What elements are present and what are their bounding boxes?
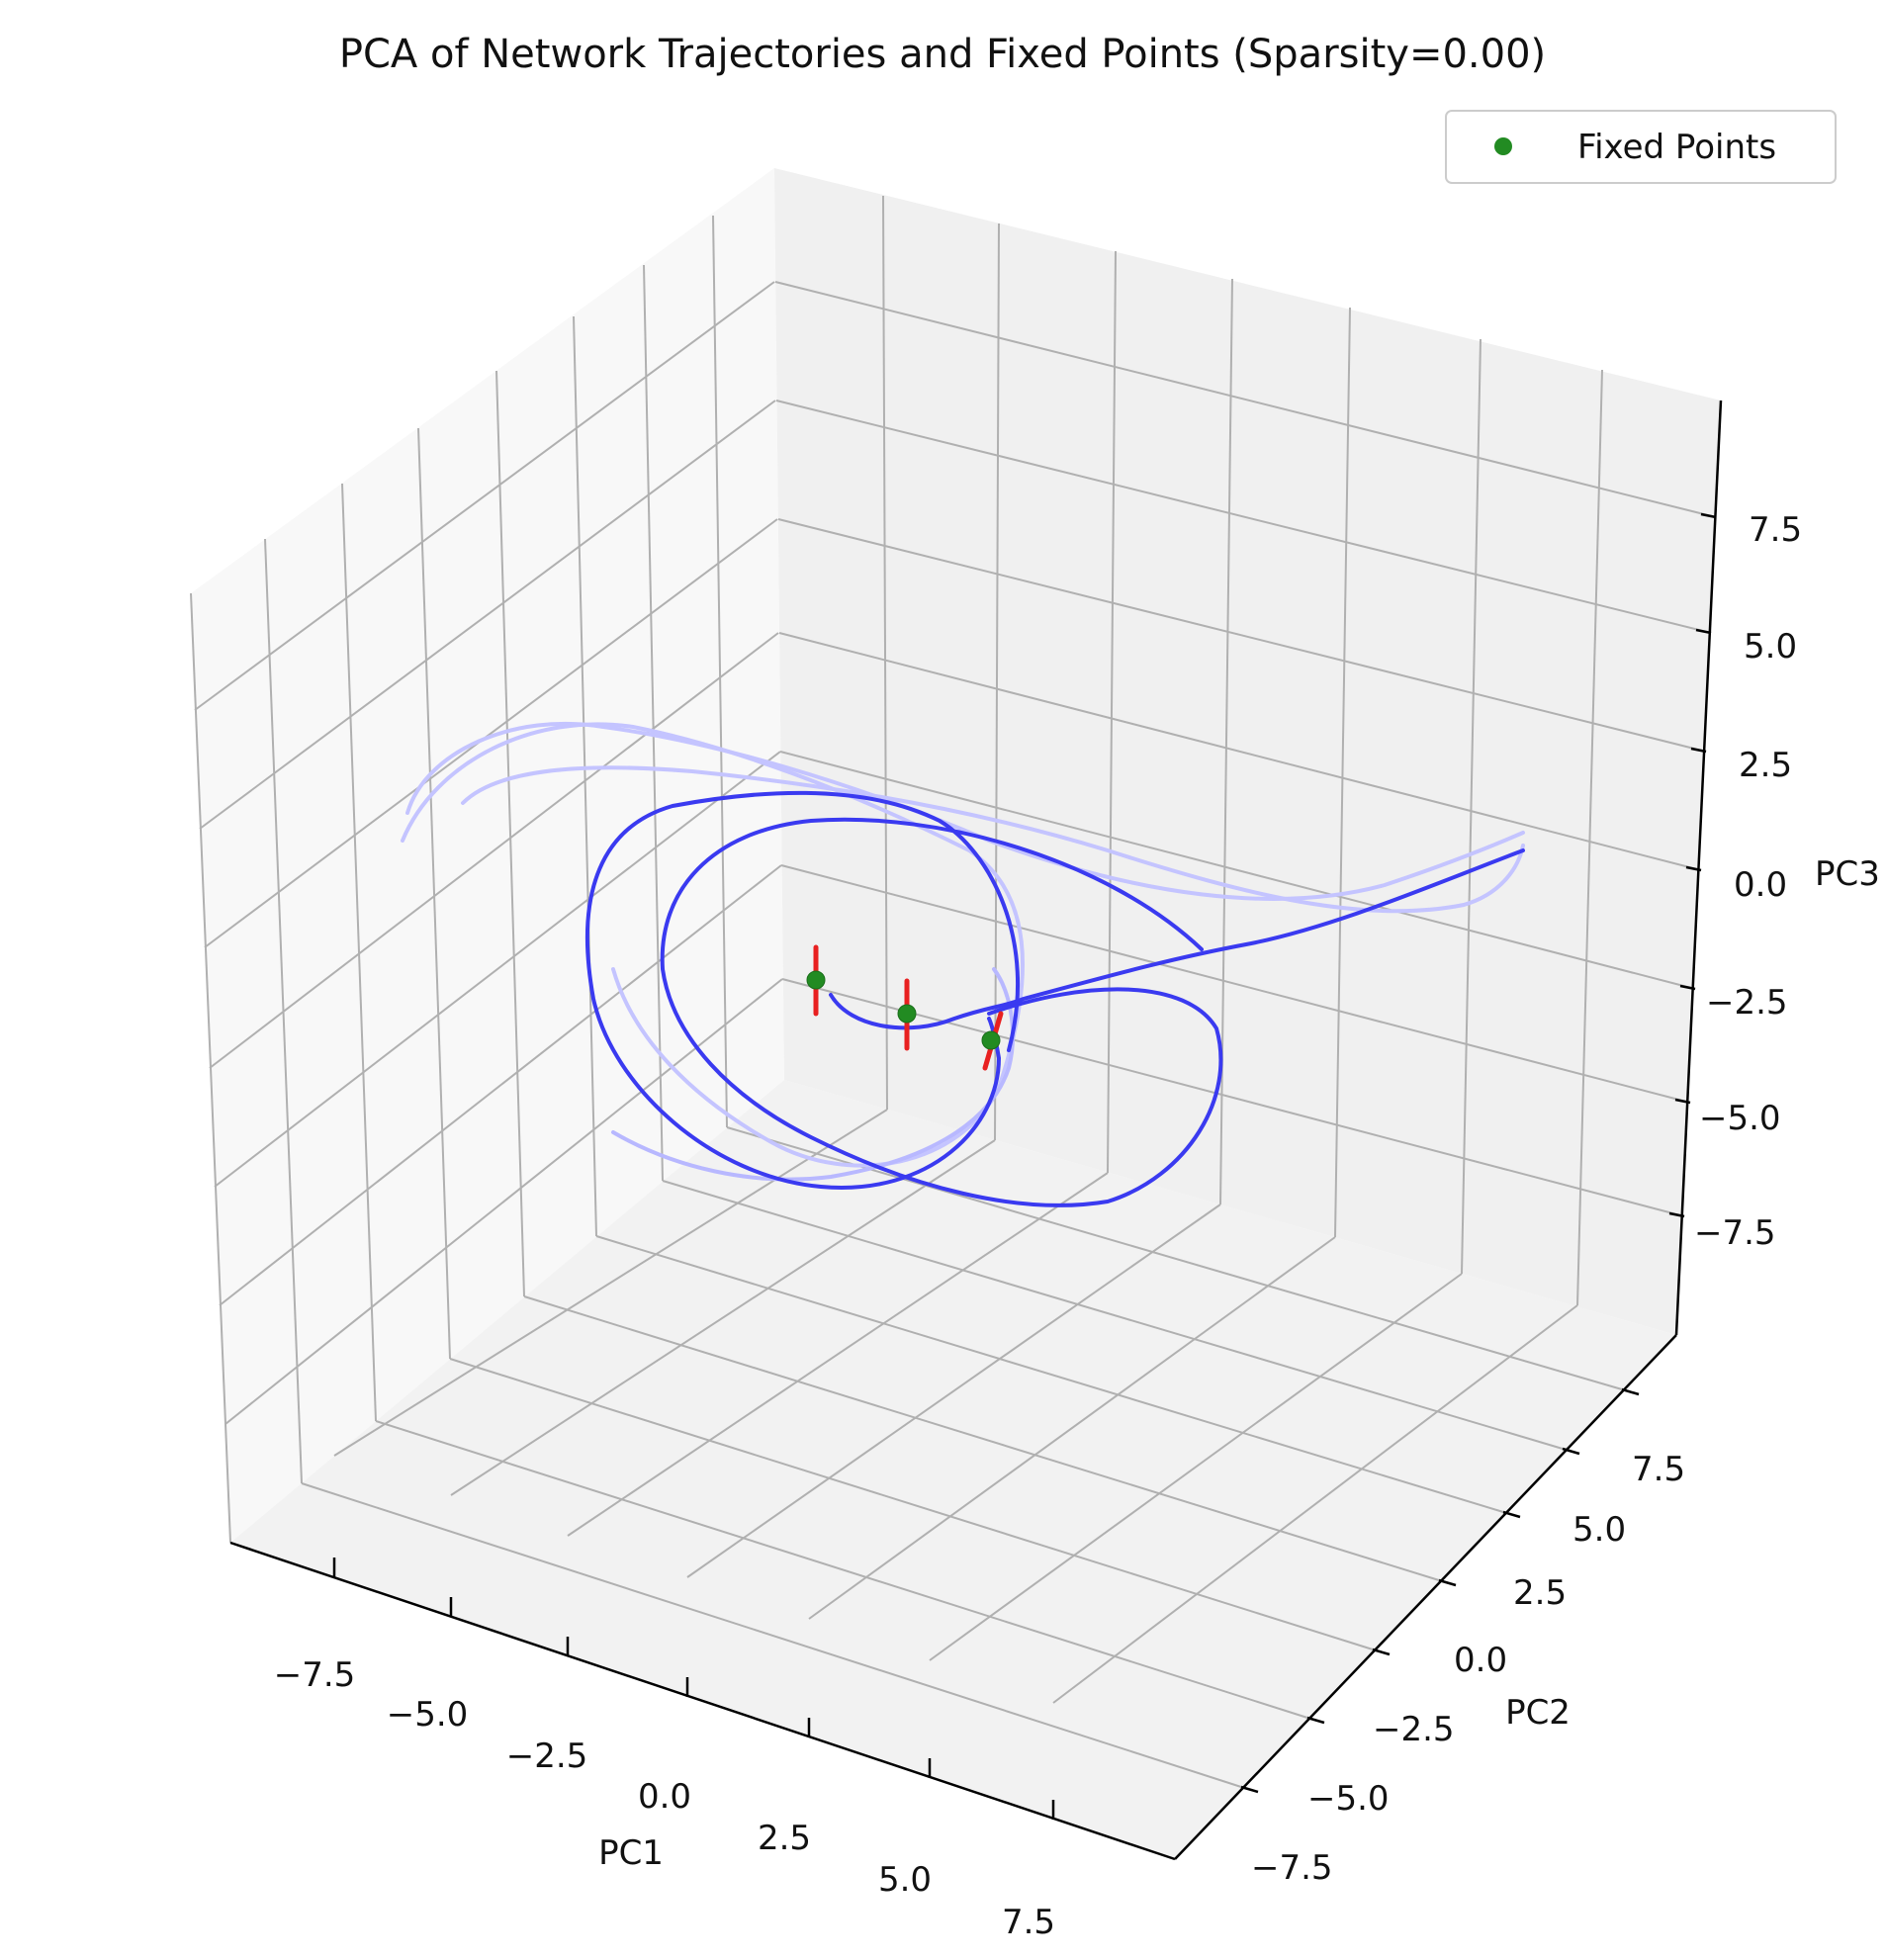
axis-lines [229, 400, 1723, 1861]
legend-marker-icon [1494, 137, 1512, 155]
x-tick-labels: −7.5 −5.0 −2.5 0.0 2.5 5.0 7.5 [274, 1655, 1055, 1942]
z-axis-line [1674, 400, 1723, 1336]
x-tick-label: 0.0 [638, 1777, 691, 1817]
z-tick-label: −5.0 [1699, 1099, 1781, 1138]
fixed-point [897, 1004, 917, 1024]
tick-marks [332, 512, 1717, 1820]
legend-entry-label: Fixed Points [1577, 128, 1776, 167]
trajectory-line [829, 848, 1525, 1030]
y-tick-label: 0.0 [1454, 1641, 1507, 1680]
z-axis-label: PC3 [1815, 854, 1880, 894]
x-tick-label: 7.5 [1002, 1903, 1055, 1942]
fixed-point [806, 970, 826, 990]
trajectory-line [585, 790, 1020, 1190]
z-tick-label: −2.5 [1706, 983, 1788, 1023]
y-tick-label: −2.5 [1373, 1710, 1455, 1749]
y-tick-label: 5.0 [1572, 1510, 1626, 1550]
x-tick-label: −5.0 [387, 1695, 469, 1735]
y-tick-labels: −7.5 −5.0 −2.5 0.0 2.5 5.0 7.5 [1251, 1450, 1685, 1888]
x-axis-label: PC1 [598, 1833, 664, 1873]
grid-lines [190, 195, 1717, 1788]
x-tick-label: −2.5 [506, 1737, 588, 1776]
z-tick-label: 5.0 [1744, 627, 1797, 667]
y-tick-label: −7.5 [1251, 1848, 1333, 1888]
fixed-point [981, 1030, 1001, 1050]
z-tick-labels: 7.5 5.0 2.5 0.0 −2.5 −5.0 −7.5 [1694, 510, 1802, 1253]
chart-title: PCA of Network Trajectories and Fixed Po… [339, 32, 1546, 77]
pane-floor [230, 1080, 1676, 1859]
y-axis-line [1174, 1334, 1677, 1860]
trajectory-line [660, 817, 1223, 1207]
x-axis-line [229, 1541, 1176, 1861]
z-tick-label: 2.5 [1739, 746, 1792, 785]
legend: Fixed Points [1445, 110, 1837, 184]
trajectory-line [461, 765, 1525, 914]
y-axis-label: PC2 [1505, 1693, 1571, 1733]
z-tick-label: 0.0 [1734, 865, 1787, 905]
y-tick-label: 2.5 [1513, 1573, 1567, 1613]
x-tick-label: 5.0 [878, 1860, 932, 1900]
y-tick-label: −5.0 [1307, 1779, 1390, 1819]
z-tick-label: 7.5 [1749, 510, 1802, 550]
fixed-points [806, 970, 1001, 1050]
trajectory-line [401, 722, 1025, 1168]
z-tick-label: −7.5 [1694, 1213, 1776, 1253]
x-tick-label: 2.5 [758, 1819, 811, 1858]
legend-box [1445, 110, 1837, 184]
x-tick-label: −7.5 [274, 1655, 356, 1695]
y-tick-label: 7.5 [1632, 1450, 1685, 1489]
